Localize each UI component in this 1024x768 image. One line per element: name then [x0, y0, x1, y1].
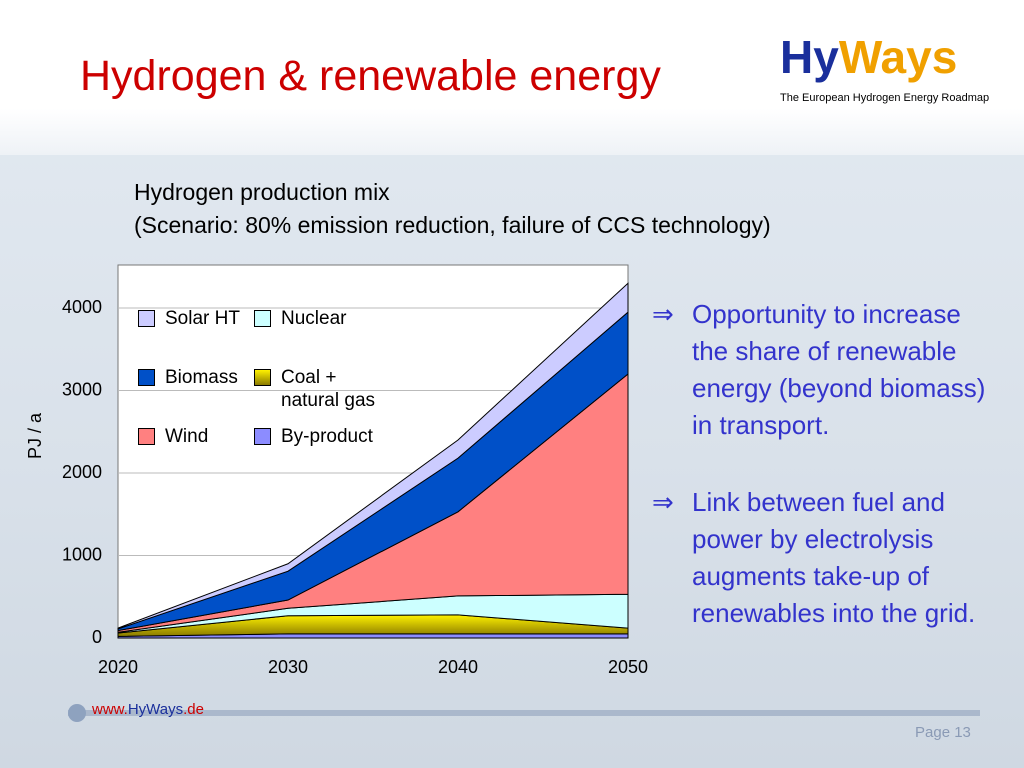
logo-hy: Hy	[780, 31, 839, 83]
bullet-marker: ⇒	[652, 487, 674, 517]
footer-url: www.HyWays.de	[92, 701, 204, 718]
bullet: ⇒ Link between fuel and power by electrol…	[652, 484, 992, 632]
legend-swatch	[138, 310, 155, 327]
x-tick-label: 2040	[438, 657, 478, 677]
url-tld: .de	[183, 701, 204, 718]
page-number: Page 13	[915, 724, 971, 741]
legend-swatch	[254, 428, 271, 445]
x-tick-label: 2020	[98, 657, 138, 677]
chart-subtitle: (Scenario: 80% emission reduction, failu…	[134, 212, 771, 238]
chart-title: Hydrogen production mix	[134, 179, 390, 205]
legend-label: Biomass	[165, 367, 238, 388]
legend-label: Solar HT	[165, 308, 240, 329]
legend-entry: Biomass	[138, 366, 265, 389]
legend-label: By-product	[281, 426, 373, 447]
logo-ways: Ways	[838, 31, 958, 83]
y-tick-label: 4000	[62, 297, 102, 317]
chart-titles: Hydrogen production mix (Scenario: 80% em…	[134, 176, 771, 242]
legend-swatch	[138, 369, 155, 386]
slide-title: Hydrogen & renewable energy	[80, 52, 661, 100]
legend-swatch	[138, 428, 155, 445]
url-www: www.	[92, 701, 128, 718]
y-tick-label: 0	[92, 627, 102, 647]
bullet-text: Opportunity to increase the share of ren…	[692, 299, 986, 440]
y-axis-label: PJ / a	[25, 412, 45, 459]
y-tick-label: 2000	[62, 462, 102, 482]
legend-label: Wind	[165, 426, 209, 447]
legend-entry: Coal + natural gas	[254, 366, 381, 412]
bullet-marker: ⇒	[652, 299, 674, 329]
x-tick-label: 2030	[268, 657, 308, 677]
footer-dot	[68, 704, 86, 722]
legend-swatch	[254, 310, 271, 327]
legend-label: Coal + natural gas	[281, 367, 376, 411]
y-tick-label: 1000	[62, 544, 102, 564]
bullet: ⇒ Opportunity to increase the share of re…	[652, 296, 992, 444]
legend-entry: By-product	[254, 425, 381, 448]
x-tick-label: 2050	[608, 657, 648, 677]
logo: HyWays	[780, 30, 957, 84]
legend-entry: Nuclear	[254, 307, 381, 330]
y-tick-label: 3000	[62, 379, 102, 399]
legend-swatch	[254, 369, 271, 386]
url-name: HyWays	[127, 701, 184, 718]
footer-rule	[68, 710, 980, 716]
tagline: The European Hydrogen Energy Roadmap	[780, 92, 990, 104]
header-band	[0, 0, 1024, 155]
legend-entry: Solar HT	[138, 307, 265, 330]
legend-entry: Wind	[138, 425, 265, 448]
bullet-text: Link between fuel and power by electroly…	[692, 487, 976, 628]
legend-label: Nuclear	[281, 308, 347, 329]
area	[117, 282, 629, 630]
